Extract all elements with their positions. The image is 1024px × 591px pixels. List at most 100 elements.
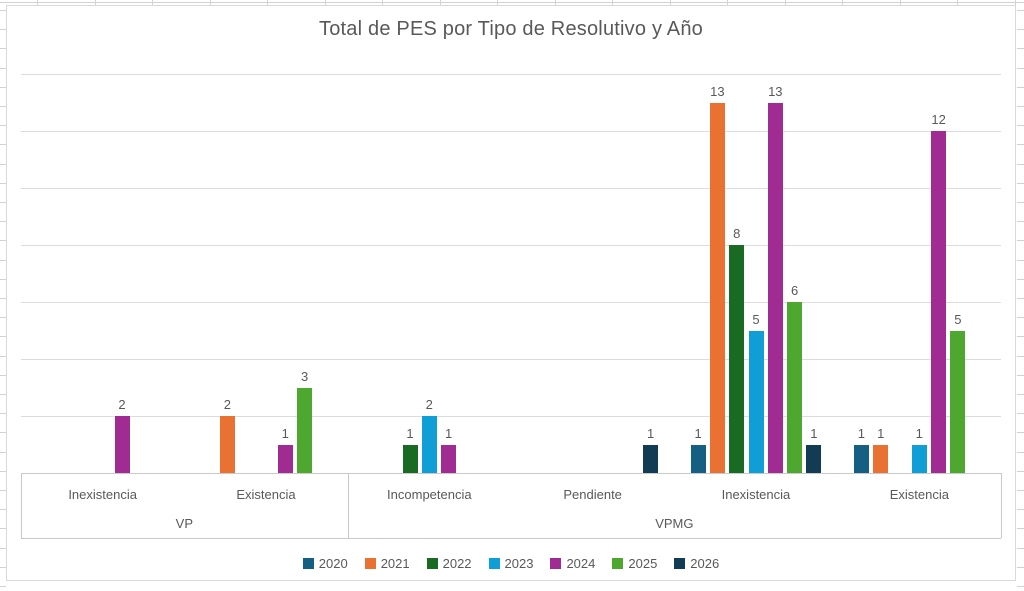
bar-2024[interactable]	[441, 444, 457, 473]
legend-item-2025[interactable]: 2025	[612, 556, 657, 571]
spreadsheet-gridline	[669, 0, 671, 5]
legend-label: 2020	[318, 555, 348, 571]
bar-value-label: 13	[768, 83, 783, 99]
legend-item-2020[interactable]: 2020	[302, 555, 348, 571]
gridline	[21, 131, 1001, 132]
category-label: Inexistencia	[68, 487, 137, 502]
spreadsheet-gridline	[727, 0, 728, 5]
chart-area[interactable]: Total de PES por Tipo de Resolutivo y Añ…	[6, 5, 1016, 581]
legend-label: 2023	[504, 555, 534, 571]
bar-value-label: 12	[931, 112, 946, 127]
spreadsheet-gridline	[1017, 240, 1024, 242]
spreadsheet-gridline	[1017, 144, 1024, 146]
bar-2025[interactable]	[787, 302, 803, 473]
legend-swatch-2024	[550, 557, 562, 569]
axis-group-divider	[21, 473, 22, 538]
bar-value-label: 2	[425, 397, 433, 412]
spreadsheet-gridline	[324, 0, 326, 5]
gridline	[21, 416, 1001, 417]
bar-value-label: 1	[406, 425, 414, 441]
spreadsheet-gridline	[0, 202, 6, 203]
legend-swatch-2023	[488, 557, 500, 569]
spreadsheet-gridline	[0, 48, 6, 50]
spreadsheet-gridline	[0, 432, 6, 434]
bar-value-label: 1	[281, 425, 289, 441]
bar-2023[interactable]	[421, 416, 437, 473]
legend-item-2026[interactable]: 2026	[674, 556, 719, 571]
legend-swatch-2026	[674, 557, 686, 569]
spreadsheet-gridline	[1017, 528, 1024, 530]
spreadsheet-gridline	[1017, 470, 1024, 472]
spreadsheet-gridline	[0, 163, 6, 165]
bar-2021[interactable]	[709, 102, 725, 473]
spreadsheet-gridline	[1017, 336, 1024, 338]
bar-2024[interactable]	[767, 102, 783, 473]
spreadsheet-gridline	[1017, 413, 1024, 415]
gridline	[21, 359, 1001, 360]
spreadsheet-gridline	[0, 144, 6, 146]
bar-value-label: 5	[954, 311, 962, 327]
bar-2023[interactable]	[911, 444, 927, 473]
category-label: Pendiente	[563, 487, 622, 502]
legend-swatch-2021	[364, 557, 376, 569]
spreadsheet-gridline	[554, 0, 556, 5]
group-label: VP	[175, 516, 194, 531]
bar-2021[interactable]	[873, 444, 889, 473]
spreadsheet-gridline	[209, 0, 211, 5]
spreadsheet-gridline	[1017, 125, 1024, 127]
spreadsheet-gridline	[0, 67, 6, 69]
chart-title[interactable]: Total de PES por Tipo de Resolutivo y Añ…	[319, 18, 703, 40]
legend-item-2021[interactable]: 2021	[364, 555, 410, 571]
bar-2023[interactable]	[748, 330, 764, 473]
spreadsheet-gridline	[0, 374, 6, 376]
legend-item-2022[interactable]: 2022	[426, 555, 472, 571]
legend-item-2024[interactable]: 2024	[550, 556, 595, 571]
bar-2024[interactable]	[277, 444, 293, 473]
bar-value-label: 8	[733, 226, 741, 241]
bar-2024[interactable]	[931, 131, 947, 473]
spreadsheet-gridline	[1017, 566, 1024, 568]
gridline	[21, 74, 1001, 75]
spreadsheet-gridline	[152, 0, 153, 5]
legend-swatch-2025	[612, 557, 624, 569]
legend-item-2023[interactable]: 2023	[488, 555, 534, 571]
spreadsheet-gridline	[1017, 163, 1024, 165]
spreadsheet-gridline	[0, 10, 6, 11]
group-label: VPMG	[655, 516, 694, 531]
legend-label: 2022	[442, 555, 472, 571]
spreadsheet-gridline	[0, 182, 6, 184]
legend-label: 2021	[380, 555, 410, 571]
bar-2024[interactable]	[114, 416, 130, 473]
bar-2022[interactable]	[729, 245, 745, 473]
spreadsheet-gridline	[0, 451, 6, 453]
bar-2025[interactable]	[950, 330, 966, 473]
bar-2020[interactable]	[690, 444, 706, 473]
spreadsheet-gridline	[1017, 374, 1024, 376]
spreadsheet-gridline	[1017, 317, 1024, 319]
spreadsheet-gridline	[1017, 586, 1024, 587]
spreadsheet-gridline	[784, 0, 786, 5]
bar-value-label: 2	[223, 397, 232, 412]
bar-2020[interactable]	[853, 444, 869, 473]
bar-2026[interactable]	[806, 444, 822, 473]
spreadsheet-gridline	[0, 566, 6, 568]
bar-2022[interactable]	[402, 444, 418, 473]
spreadsheet-gridline	[1017, 48, 1024, 50]
spreadsheet-gridline	[1017, 451, 1024, 453]
spreadsheet-gridline	[1017, 432, 1024, 434]
legend[interactable]: 2020 2021 2022 2023 2024 2025 2026	[7, 553, 1015, 573]
bar-2026[interactable]	[643, 444, 659, 473]
spreadsheet-gridline	[0, 528, 6, 530]
legend-label: 2024	[566, 555, 596, 571]
bar-value-label: 5	[752, 311, 760, 327]
bar-2021[interactable]	[219, 416, 235, 473]
bar-value-label: 1	[810, 425, 818, 441]
bar-value-label: 6	[790, 283, 799, 298]
category-label: Existencia	[236, 487, 296, 502]
spreadsheet-gridline	[899, 0, 901, 5]
spreadsheet-gridline	[0, 240, 6, 242]
bar-2025[interactable]	[297, 387, 313, 473]
spreadsheet-gridline	[1017, 29, 1024, 31]
gridline	[21, 188, 1001, 189]
